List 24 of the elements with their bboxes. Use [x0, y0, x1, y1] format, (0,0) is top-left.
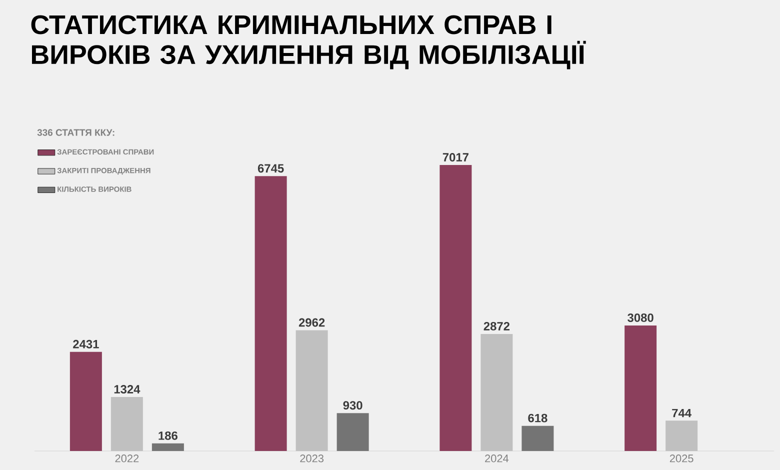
data-label: 7017 — [442, 153, 468, 162]
data-label: 3080 — [628, 313, 654, 322]
data-label: 2962 — [298, 318, 325, 327]
chart-title: СТАТИСТИКА КРИМІНАЛЬНИХ СПРАВ І ВИРОКІВ ЗА УХИЛЕННЯ ВІД МОБІЛІЗАЦІЇ — [31, 15, 586, 70]
bar — [70, 352, 102, 451]
bar — [522, 426, 554, 451]
data-label: 2872 — [484, 322, 510, 330]
x-tick-label: 2025 — [670, 454, 694, 462]
legend-title: 336 СТАТТЯ ККУ: — [37, 129, 114, 136]
x-tick-label: 2022 — [115, 454, 139, 462]
bar — [152, 443, 184, 451]
data-label: 1324 — [114, 385, 140, 394]
x-tick-label: 2024 — [485, 454, 509, 462]
data-label: 744 — [672, 408, 692, 418]
bar — [624, 325, 657, 451]
data-label: 6745 — [258, 164, 284, 173]
bar — [336, 413, 369, 451]
data-label: 618 — [528, 414, 548, 422]
bar — [440, 165, 472, 451]
data-label: 2431 — [73, 340, 99, 348]
data-label: 930 — [343, 401, 362, 410]
data-label: 186 — [158, 431, 178, 440]
x-tick-label: 2023 — [300, 454, 324, 462]
bar — [254, 176, 287, 451]
